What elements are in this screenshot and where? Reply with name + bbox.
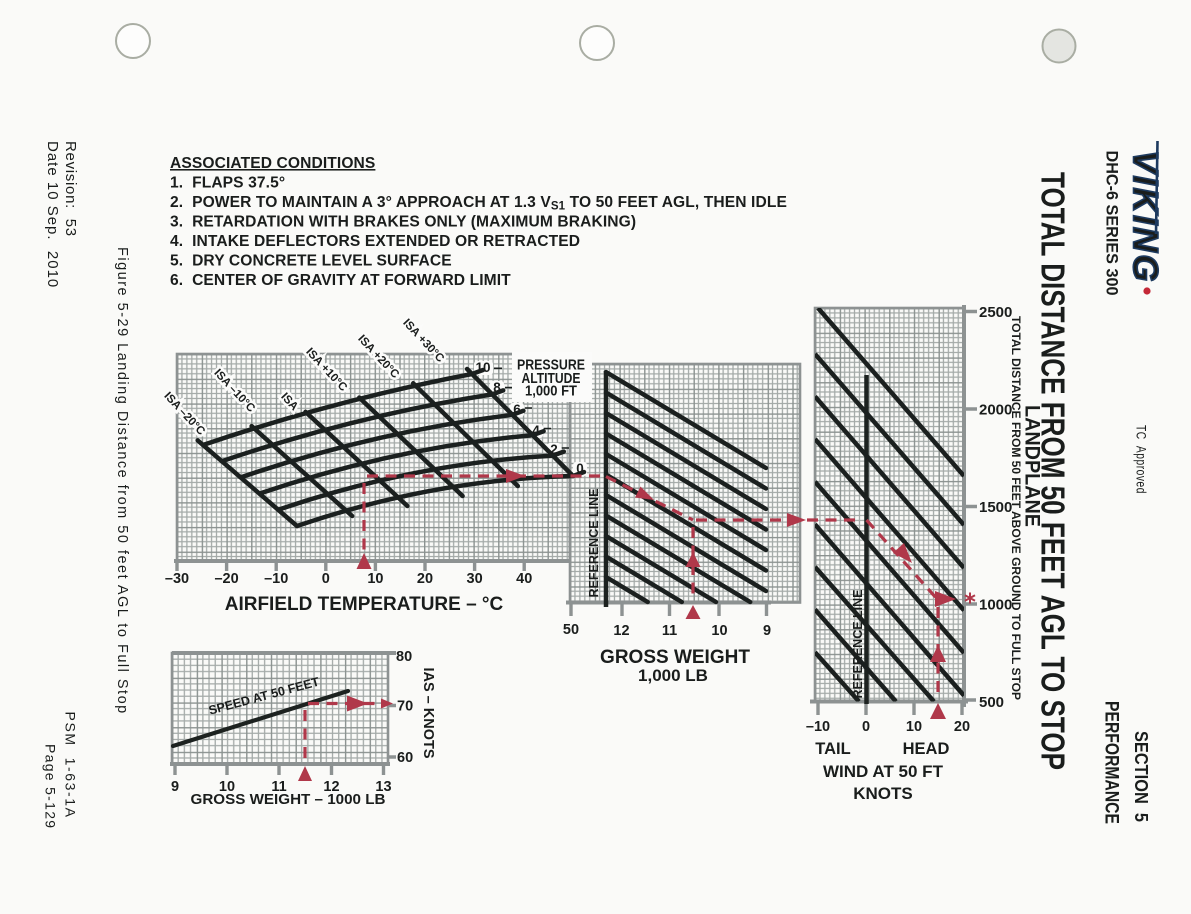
svg-text:GROSS WEIGHT: GROSS WEIGHT	[600, 647, 750, 668]
svg-text:Figure 5-29 Landing Distance f: Figure 5-29 Landing Distance from 50 fee…	[114, 247, 130, 715]
svg-text:REFERENCE LINE: REFERENCE LINE	[851, 589, 865, 698]
svg-text:0: 0	[322, 571, 330, 587]
svg-text:60: 60	[397, 750, 413, 766]
svg-text:TC Approved: TC Approved	[1134, 425, 1149, 494]
svg-text:WIND AT 50 FT: WIND AT 50 FT	[823, 762, 944, 781]
svg-text:30: 30	[467, 571, 483, 587]
svg-text:0: 0	[576, 461, 584, 476]
svg-text:SECTION 5: SECTION 5	[1131, 731, 1151, 822]
svg-text:11: 11	[271, 779, 286, 795]
svg-text:80: 80	[396, 649, 412, 665]
svg-text:–10: –10	[264, 571, 288, 587]
svg-text:TAIL: TAIL	[815, 740, 850, 758]
svg-text:Date 10 Sep. 2010: Date 10 Sep. 2010	[44, 141, 61, 288]
svg-text:20: 20	[417, 571, 433, 587]
svg-text:Revision: 53: Revision: 53	[62, 141, 79, 237]
svg-text:VIKING: VIKING	[1126, 150, 1165, 284]
svg-text:6: 6	[513, 402, 521, 417]
svg-text:TOTAL DISTANCE FROM 50 FEET AB: TOTAL DISTANCE FROM 50 FEET ABOVE GROUND…	[1009, 316, 1023, 700]
svg-text:PERFORMANCE: PERFORMANCE	[1101, 701, 1123, 824]
svg-text:PSM 1-63-1A: PSM 1-63-1A	[63, 712, 79, 819]
svg-text:Page 5-129: Page 5-129	[43, 744, 59, 829]
svg-text:10: 10	[906, 719, 922, 735]
svg-text:500: 500	[979, 694, 1004, 711]
svg-text:9: 9	[171, 779, 179, 795]
svg-text:–10: –10	[806, 719, 830, 735]
svg-text:–30: –30	[165, 571, 189, 587]
svg-text:10: 10	[219, 779, 235, 795]
svg-text:11: 11	[662, 623, 677, 639]
svg-text:10: 10	[475, 360, 490, 375]
svg-text:1. FLAPS 37.5°: 1. FLAPS 37.5°	[170, 175, 285, 192]
svg-text:2. POWER TO MAINTAIN A 3° APP: 2. POWER TO MAINTAIN A 3° APPROACH AT 1.…	[170, 194, 787, 213]
svg-text:1000: 1000	[979, 597, 1012, 614]
svg-text:1,000 FT: 1,000 FT	[525, 383, 577, 400]
svg-text:HEAD: HEAD	[903, 740, 950, 758]
svg-text:9: 9	[763, 623, 771, 639]
svg-text:12: 12	[613, 623, 629, 639]
svg-text:PRESSURE: PRESSURE	[517, 357, 585, 374]
svg-text:–20: –20	[214, 571, 238, 587]
svg-text:6. CENTER OF GRAVITY AT FORWA: 6. CENTER OF GRAVITY AT FORWARD LIMIT	[170, 272, 511, 289]
svg-text:1,000 LB: 1,000 LB	[638, 666, 708, 685]
svg-text:REFERENCE LINE: REFERENCE LINE	[587, 488, 601, 597]
svg-text:LANDPLANE: LANDPLANE	[1021, 405, 1044, 527]
svg-text:4: 4	[532, 423, 540, 438]
svg-text:12: 12	[323, 779, 339, 795]
svg-text:ALTITUDE: ALTITUDE	[522, 370, 581, 387]
svg-text:IAS – KNOTS: IAS – KNOTS	[420, 667, 436, 758]
svg-text:2500: 2500	[979, 304, 1012, 321]
svg-text:2000: 2000	[979, 402, 1012, 419]
svg-text:DHC-6 SERIES 300: DHC-6 SERIES 300	[1103, 151, 1122, 296]
svg-text:2: 2	[550, 442, 558, 457]
svg-text:8: 8	[493, 380, 501, 395]
svg-text:70: 70	[397, 699, 413, 715]
svg-text:20: 20	[954, 719, 970, 735]
svg-text:KNOTS: KNOTS	[853, 784, 913, 803]
svg-text:AIRFIELD TEMPERATURE – °C: AIRFIELD TEMPERATURE – °C	[225, 594, 504, 615]
svg-text:3. RETARDATION WITH BRAKES ON: 3. RETARDATION WITH BRAKES ONLY (MAXIMUM…	[170, 214, 636, 231]
svg-text:TOTAL DISTANCE FROM 50 FEET AG: TOTAL DISTANCE FROM 50 FEET AGL TO STOP	[1035, 172, 1072, 770]
svg-text:GROSS WEIGHT – 1000 LB: GROSS WEIGHT – 1000 LB	[191, 791, 386, 808]
svg-text:5. DRY CONCRETE LEVEL SURFACE: 5. DRY CONCRETE LEVEL SURFACE	[170, 253, 452, 270]
svg-text:10: 10	[711, 623, 727, 639]
svg-text:0: 0	[862, 719, 870, 735]
svg-text:4. INTAKE DEFLECTORS EXTENDED: 4. INTAKE DEFLECTORS EXTENDED OR RETRACT…	[170, 233, 580, 250]
svg-text:50: 50	[563, 622, 579, 638]
svg-text:13: 13	[375, 779, 391, 795]
svg-text:10: 10	[367, 571, 383, 587]
svg-text:1500: 1500	[979, 499, 1012, 516]
svg-text:ASSOCIATED CONDITIONS: ASSOCIATED CONDITIONS	[170, 155, 375, 172]
svg-text:40: 40	[516, 571, 532, 587]
